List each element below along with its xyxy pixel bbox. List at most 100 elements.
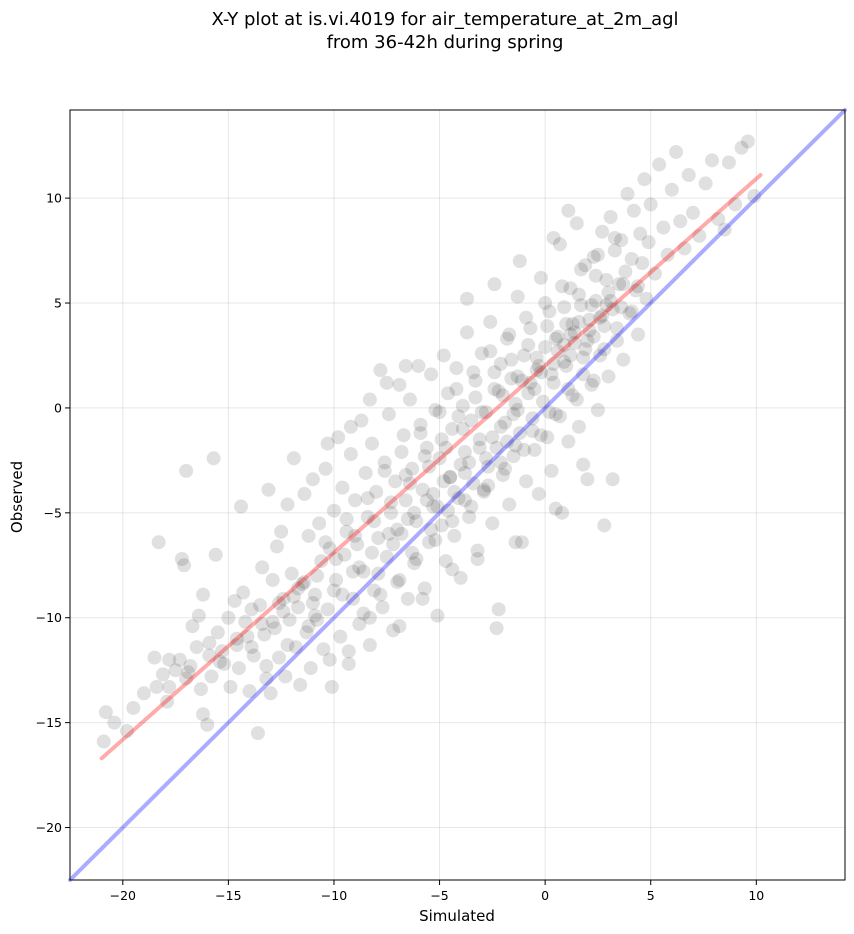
data-point xyxy=(504,371,519,386)
data-point xyxy=(424,522,439,537)
data-point xyxy=(204,669,219,684)
data-point xyxy=(181,665,196,680)
x-tick-label: 10 xyxy=(748,888,764,903)
data-point xyxy=(582,312,597,327)
data-point xyxy=(179,671,194,686)
data-point xyxy=(438,554,453,569)
data-point xyxy=(421,459,436,474)
data-point xyxy=(229,638,244,653)
grid xyxy=(70,110,845,880)
data-point xyxy=(586,373,601,388)
data-point xyxy=(354,413,369,428)
data-point xyxy=(487,382,502,397)
data-point xyxy=(721,155,736,170)
data-point xyxy=(464,413,479,428)
data-point xyxy=(196,707,211,722)
data-point xyxy=(312,516,327,531)
data-point xyxy=(392,377,407,392)
data-point xyxy=(599,298,614,313)
data-point xyxy=(341,656,356,671)
data-point xyxy=(460,325,475,340)
data-point xyxy=(350,537,365,552)
data-point xyxy=(413,426,428,441)
data-point xyxy=(405,545,420,560)
data-point xyxy=(565,388,580,403)
data-point xyxy=(411,358,426,373)
data-point xyxy=(272,596,287,611)
data-point xyxy=(582,323,597,338)
data-point xyxy=(246,648,261,663)
data-point xyxy=(400,512,415,527)
data-point xyxy=(498,415,513,430)
data-point xyxy=(303,661,318,676)
data-point xyxy=(348,493,363,508)
data-point xyxy=(728,197,743,212)
data-point xyxy=(555,279,570,294)
data-point xyxy=(485,516,500,531)
data-point xyxy=(542,405,557,420)
data-point xyxy=(206,451,221,466)
data-point xyxy=(464,499,479,514)
data-point xyxy=(533,428,548,443)
data-point xyxy=(426,499,441,514)
data-point xyxy=(609,333,624,348)
data-point xyxy=(555,505,570,520)
data-point xyxy=(244,640,259,655)
data-point xyxy=(603,293,618,308)
data-point xyxy=(559,317,574,332)
data-point xyxy=(491,602,506,617)
data-point xyxy=(576,457,591,472)
data-point xyxy=(352,617,367,632)
data-point xyxy=(443,470,458,485)
data-point xyxy=(584,377,599,392)
data-point xyxy=(307,608,322,623)
data-point xyxy=(261,482,276,497)
data-point xyxy=(476,482,491,497)
data-point xyxy=(162,679,177,694)
data-point xyxy=(419,440,434,455)
data-point xyxy=(597,342,612,357)
data-point xyxy=(362,392,377,407)
data-point xyxy=(394,526,409,541)
data-point xyxy=(546,230,561,245)
data-point xyxy=(405,461,420,476)
data-point xyxy=(280,638,295,653)
data-point xyxy=(120,724,135,739)
data-point xyxy=(451,491,466,506)
data-point xyxy=(635,256,650,271)
data-point xyxy=(208,547,223,562)
data-point xyxy=(508,396,523,411)
data-point xyxy=(379,375,394,390)
data-point xyxy=(345,591,360,606)
data-point xyxy=(552,237,567,252)
data-point xyxy=(453,570,468,585)
data-point xyxy=(379,549,394,564)
data-point xyxy=(542,304,557,319)
data-point xyxy=(523,375,538,390)
data-point xyxy=(633,226,648,241)
data-point xyxy=(563,281,578,296)
data-point xyxy=(643,197,658,212)
data-point xyxy=(557,354,572,369)
data-point xyxy=(685,205,700,220)
data-point xyxy=(345,564,360,579)
data-point xyxy=(244,602,259,617)
data-point xyxy=(571,419,586,434)
data-point xyxy=(274,524,289,539)
data-point xyxy=(371,531,386,546)
data-point xyxy=(183,658,198,673)
data-point xyxy=(559,358,574,373)
data-point xyxy=(339,512,354,527)
data-point xyxy=(466,365,481,380)
data-point xyxy=(314,554,329,569)
data-point xyxy=(440,386,455,401)
data-point xyxy=(155,667,170,682)
data-point xyxy=(221,610,236,625)
data-point xyxy=(495,388,510,403)
data-point xyxy=(362,610,377,625)
data-point xyxy=(531,358,546,373)
data-point xyxy=(639,291,654,306)
data-point xyxy=(293,677,308,692)
data-point xyxy=(263,686,278,701)
data-point xyxy=(631,279,646,294)
